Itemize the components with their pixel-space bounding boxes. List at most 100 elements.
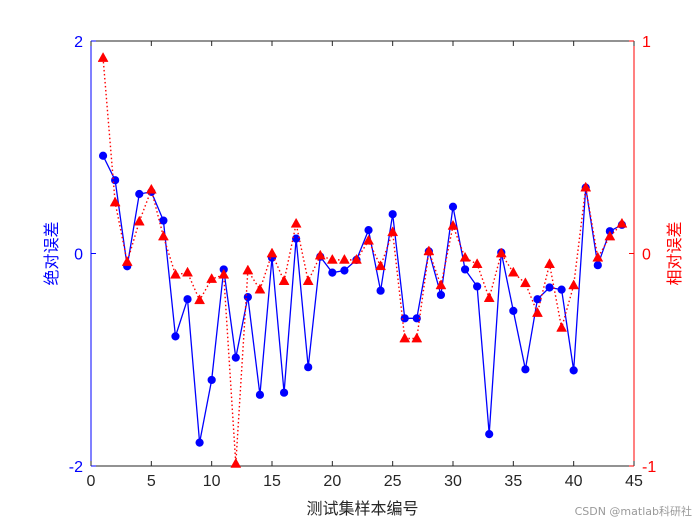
right-y-tick-label: -1 [642,459,656,476]
absolute-error-point [448,202,458,211]
relative-error-point [375,260,387,271]
relative-error-point [532,307,543,317]
absolute-error-series [98,151,627,447]
relative-error-point [471,258,483,268]
x-axis-label: 测试集样本编号 [306,499,418,518]
absolute-error-point [340,266,349,275]
x-tick-label: 30 [444,473,462,490]
relative-error-point [435,279,447,290]
absolute-error-point [171,332,180,341]
relative-error-point [399,332,411,343]
relative-error-point [580,181,592,192]
absolute-error-point [521,365,530,374]
left-y-axis-label: 绝对误差 [42,221,61,285]
relative-error-point [507,266,519,277]
relative-error-point [157,230,169,241]
absolute-error-point [557,285,566,294]
absolute-error-point [159,216,168,225]
absolute-error-point [304,363,313,372]
absolute-error-point [509,306,518,315]
relative-error-point [544,258,555,268]
relative-error-point [242,264,254,275]
data-series [97,52,628,468]
relative-error-point [338,253,350,264]
absolute-error-point [292,234,301,243]
relative-error-point [170,268,181,279]
relative-error-point [230,457,242,468]
relative-error-point [363,234,374,245]
relative-error-point [604,230,616,241]
relative-error-point [568,279,580,290]
x-tick-label: 35 [504,473,522,490]
right-y-axis-label: 相对误差 [665,221,684,285]
relative-error-point [616,217,628,228]
relative-error-point [254,283,266,294]
relative-error-point [121,256,133,266]
relative-error-point [519,277,531,288]
absolute-error-point [364,226,373,235]
relative-error-point [218,268,230,279]
absolute-error-line [102,155,623,443]
relative-error-point [556,321,568,332]
x-tick-label: 40 [565,473,583,490]
right-y-tick-label: 0 [642,247,651,264]
x-tick-label: 0 [87,473,96,490]
absolute-error-point [593,261,602,270]
relative-error-line [102,57,623,464]
relative-error-point [133,215,145,226]
relative-error-point [194,294,206,305]
relative-error-point [459,251,471,262]
absolute-error-point [98,151,108,160]
axis-ticks: 0 5 10 15 20 25 30 35 40 45-202-101 [69,34,657,490]
absolute-error-point [460,265,470,274]
x-tick-label: 20 [323,473,341,490]
x-tick-label: 15 [263,473,281,490]
relative-error-point [447,219,459,230]
absolute-error-point [485,430,494,439]
absolute-error-point [255,390,265,399]
relative-error-point [351,253,362,264]
x-tick-label: 5 [147,473,156,490]
left-y-tick-label: 2 [74,34,83,51]
x-tick-label: 45 [625,473,643,490]
relative-error-point [302,275,314,285]
relative-error-point [387,226,399,237]
relative-error-point [592,251,604,262]
absolute-error-point [376,286,385,295]
left-y-tick-label: 0 [74,247,83,264]
relative-error-point [278,275,290,285]
absolute-error-point [400,314,409,323]
relative-error-point [109,196,121,207]
relative-error-point [97,52,109,62]
relative-error-point [495,247,507,258]
relative-error-point [290,217,302,228]
relative-error-point [483,292,495,302]
relative-error-point [423,245,435,256]
absolute-error-point [388,210,397,219]
absolute-error-point [135,189,144,199]
relative-error-point [411,332,423,343]
absolute-error-point [231,353,240,362]
absolute-error-point [473,282,482,291]
relative-error-point [182,266,193,277]
absolute-error-point [545,283,554,292]
absolute-error-point [328,268,337,277]
relative-error-point [326,253,338,264]
absolute-error-point [243,292,252,302]
plot-frame [90,40,635,467]
left-y-tick-label: -2 [69,459,83,476]
absolute-error-point [412,314,421,323]
right-y-tick-label: 1 [642,34,651,51]
x-tick-label: 10 [203,473,221,490]
relative-error-point [266,247,278,258]
watermark: CSDN @matlab科研社 [575,504,692,518]
absolute-error-point [207,375,216,385]
absolute-error-point [183,295,192,304]
absolute-error-point [436,290,446,300]
relative-error-point [206,273,218,283]
relative-error-point [145,183,157,194]
absolute-error-point [533,295,542,304]
relative-error-point [314,249,326,260]
absolute-error-point [279,388,289,397]
